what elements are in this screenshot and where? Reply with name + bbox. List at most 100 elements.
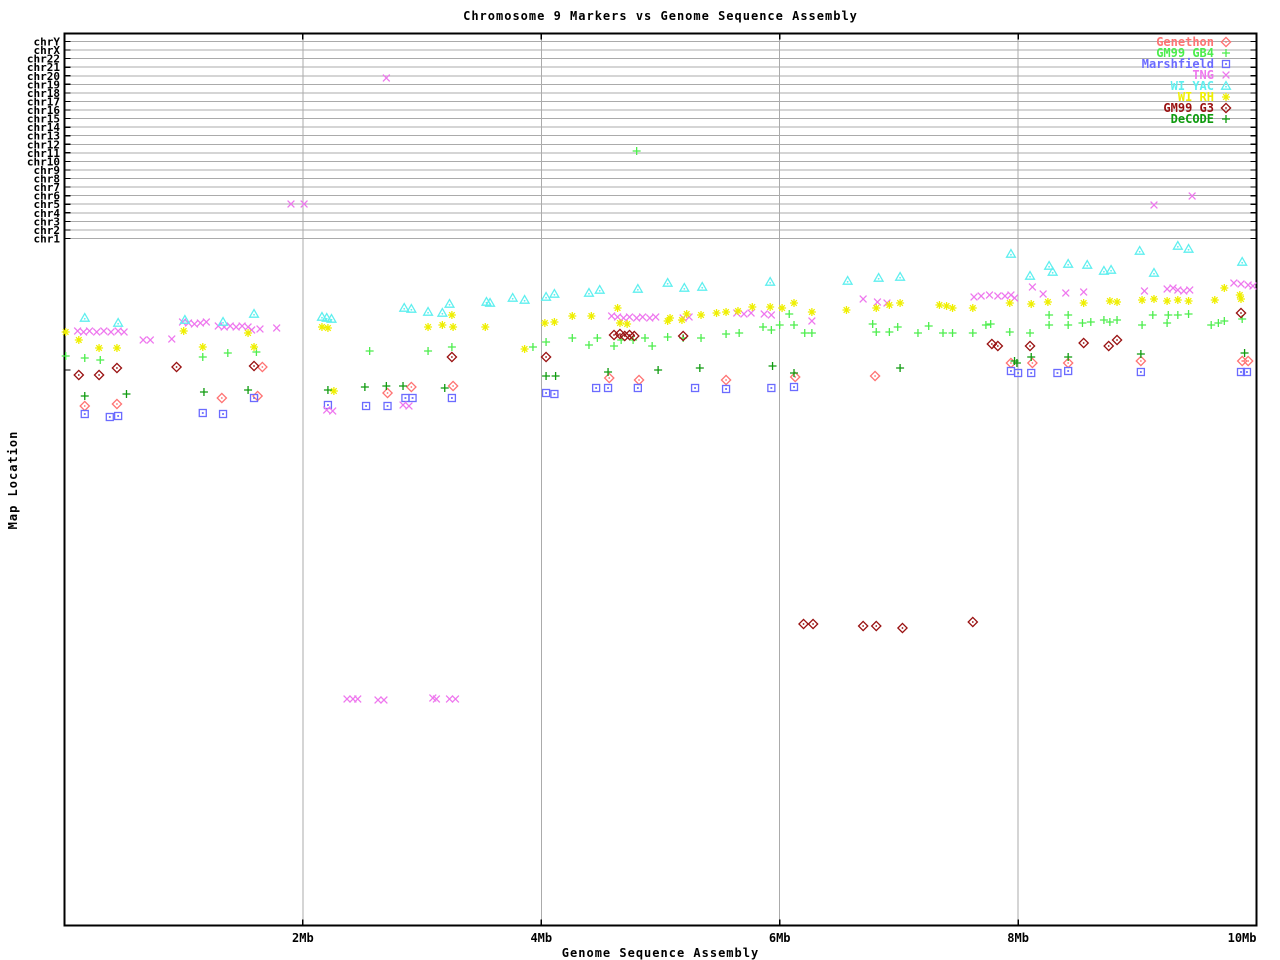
- data-point: [722, 308, 731, 316]
- data-point: [548, 288, 560, 298]
- data-point: [583, 287, 595, 297]
- data-point: [1005, 248, 1017, 258]
- data-point: [540, 291, 552, 301]
- data-point: [61, 352, 70, 360]
- data-point: [1164, 311, 1173, 319]
- data-point: [365, 347, 374, 355]
- series-DeCODE: [80, 349, 1249, 400]
- legend-label-GM99-GB4: GM99 GB4: [1156, 46, 1214, 60]
- data-point: [1242, 367, 1252, 377]
- legend-label-TNG: TNG: [1192, 68, 1214, 82]
- legend-label-GM99-G3: GM99 G3: [1163, 101, 1214, 115]
- data-point: [591, 383, 601, 393]
- data-point: [712, 309, 721, 317]
- legend-label-DeCODE: DeCODE: [1171, 112, 1214, 126]
- data-point: [1173, 296, 1182, 304]
- data-point: [893, 323, 902, 331]
- data-point: [73, 327, 82, 335]
- data-point: [857, 620, 869, 632]
- data-point: [238, 322, 246, 330]
- legend-entry-WI-YAC: WI YAC: [1171, 79, 1232, 93]
- data-point: [550, 318, 559, 326]
- data-point: [1220, 284, 1229, 292]
- data-point: [1005, 299, 1014, 307]
- data-point: [1078, 319, 1087, 327]
- data-point: [202, 318, 211, 326]
- data-point: [232, 323, 241, 331]
- data-point: [328, 407, 337, 415]
- data-point: [1184, 310, 1193, 318]
- data-point: [807, 329, 816, 337]
- data-point: [1136, 367, 1146, 377]
- data-point: [1249, 282, 1257, 290]
- x-axis-title: Genome Sequence Assembly: [561, 946, 760, 960]
- chart-title: Chromosome 9 Markers vs Genome Sequence …: [463, 9, 858, 23]
- data-point: [449, 323, 458, 331]
- data-point: [778, 304, 787, 312]
- data-point: [666, 314, 675, 322]
- data-point: [1173, 286, 1182, 294]
- data-point: [92, 328, 101, 336]
- data-point: [759, 323, 768, 331]
- data-point: [720, 374, 732, 386]
- data-point: [1064, 366, 1073, 376]
- data-point: [111, 362, 123, 374]
- data-point: [343, 695, 351, 703]
- data-point: [1236, 256, 1248, 266]
- data-point: [894, 271, 906, 281]
- data-point: [785, 310, 794, 318]
- data-point: [790, 299, 799, 307]
- legend-entry-Marshfield: Marshfield: [1142, 57, 1231, 71]
- data-point: [764, 276, 776, 286]
- data-point: [122, 390, 131, 398]
- data-point: [1113, 316, 1122, 324]
- y-tick-label-chr17: chr17: [27, 95, 60, 108]
- data-point: [625, 313, 634, 321]
- data-point: [96, 356, 105, 364]
- y-tick-label-chr16: chr16: [27, 104, 60, 117]
- data-point: [942, 302, 951, 310]
- y-tick-label-chrX: chrX: [34, 44, 61, 57]
- data-point: [447, 380, 459, 392]
- data-point: [807, 308, 816, 316]
- data-point: [61, 328, 70, 336]
- data-point: [382, 382, 391, 390]
- data-point: [1047, 266, 1059, 276]
- data-point: [1105, 318, 1114, 326]
- data-point: [885, 328, 894, 336]
- data-point: [1012, 359, 1021, 367]
- data-point: [697, 311, 706, 319]
- data-point: [767, 383, 776, 393]
- gridlines: [64, 33, 1257, 926]
- data-point: [1148, 267, 1160, 277]
- legend-entry-GM99-GB4: GM99 GB4: [1156, 46, 1230, 60]
- data-point: [1086, 318, 1095, 326]
- data-point: [651, 313, 660, 321]
- data-point: [1150, 201, 1158, 209]
- data-point: [587, 312, 596, 320]
- data-point: [1078, 337, 1090, 349]
- data-point: [1111, 334, 1123, 346]
- data-point: [607, 312, 616, 320]
- data-point: [256, 361, 268, 373]
- data-point: [696, 281, 708, 291]
- data-point: [198, 408, 207, 418]
- data-point: [1062, 258, 1074, 268]
- data-point: [249, 393, 259, 403]
- data-point: [1105, 297, 1114, 305]
- data-point: [321, 312, 333, 322]
- data-point: [766, 303, 775, 311]
- data-point: [695, 364, 704, 372]
- data-point: [447, 343, 456, 351]
- data-point: [436, 307, 448, 317]
- data-point: [199, 388, 208, 396]
- data-point: [678, 282, 690, 292]
- data-point: [654, 366, 663, 374]
- data-point: [74, 336, 83, 344]
- data-point: [1148, 311, 1157, 319]
- data-point: [447, 311, 456, 319]
- data-point: [114, 327, 122, 335]
- legend-label-Marshfield: Marshfield: [1142, 57, 1214, 71]
- data-point: [1163, 297, 1172, 305]
- data-point: [1140, 287, 1149, 295]
